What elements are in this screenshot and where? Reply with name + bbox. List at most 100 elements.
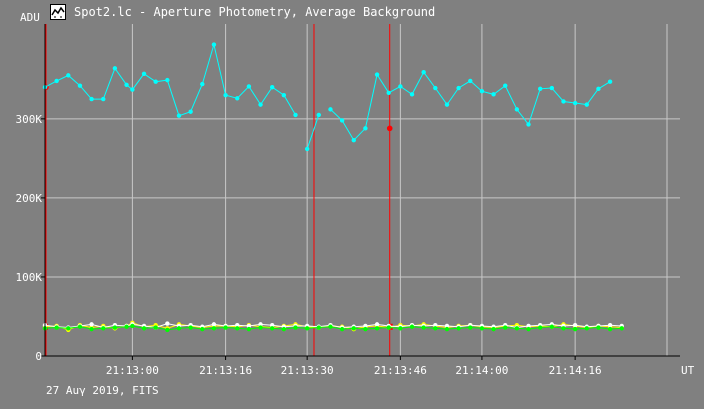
- series-green-point: [101, 326, 106, 331]
- series-cyan-point: [211, 42, 217, 47]
- series-green-point: [444, 326, 450, 332]
- series-cyan-point: [503, 83, 508, 88]
- series-green-point: [409, 324, 415, 329]
- series-white-point: [211, 322, 217, 327]
- series-green-point: [200, 326, 205, 332]
- y-tick-label: 300K: [16, 113, 43, 126]
- series-cyan-point: [176, 113, 182, 118]
- series-cyan-point: [421, 70, 426, 75]
- series-cyan-point: [398, 84, 403, 89]
- series-cyan-point: [124, 82, 129, 88]
- window-titlebar: Spot2.lc - Aperture Photometry, Average …: [50, 3, 435, 21]
- series-green-point: [421, 325, 426, 330]
- series-cyan-point: [374, 72, 380, 77]
- series-green-point: [607, 326, 613, 332]
- series-white-point: [258, 322, 263, 327]
- x-tick-label: 21:14:16: [549, 364, 602, 377]
- series-green-point: [141, 326, 147, 331]
- data-series: [42, 42, 624, 333]
- series-cyan-point: [549, 85, 555, 91]
- series-white-point: [444, 323, 450, 329]
- series-green-point: [165, 327, 170, 333]
- series-green-point: [363, 326, 368, 332]
- y-tick-label: 0: [35, 350, 42, 363]
- series-cyan-point: [363, 126, 368, 131]
- series-white-point: [607, 322, 613, 328]
- grid-lines: [45, 24, 680, 356]
- time-markers: [43, 24, 393, 356]
- series-cyan-point: [66, 73, 71, 78]
- series-green-point: [124, 324, 129, 329]
- series-green-point: [211, 326, 217, 331]
- series-cyan-point: [386, 90, 391, 95]
- lightcurve-app-icon[interactable]: [50, 4, 66, 20]
- series-cyan-point: [444, 102, 450, 107]
- series-green-point: [176, 326, 182, 331]
- marker-point: [386, 125, 393, 132]
- axes: 0 100K 200K 300K 21:13:00 21:13:16 21:13:30 21:…: [16, 24, 680, 377]
- series-green-point: [339, 326, 345, 332]
- x-axis-label: UT: [681, 364, 695, 377]
- series-cyan-point: [153, 79, 158, 84]
- series-white-point: [526, 323, 531, 329]
- series-green-point: [188, 325, 193, 330]
- series-green-point: [503, 325, 508, 330]
- series-green-point: [112, 325, 118, 330]
- series-green-point: [561, 326, 566, 331]
- series-cyan-point: [141, 71, 147, 77]
- series-white-point: [89, 322, 94, 327]
- series-white-point: [270, 322, 275, 328]
- series-cyan-point: [596, 86, 601, 92]
- series-green-point: [54, 325, 59, 330]
- series-cyan-point: [584, 102, 589, 107]
- series-cyan-point: [479, 88, 485, 94]
- series-green-point: [246, 326, 252, 332]
- series-white-point: [165, 321, 170, 326]
- series-cyan-point: [409, 92, 415, 97]
- series-white-point: [572, 322, 578, 328]
- series-green-point: [386, 325, 391, 330]
- series-green-point: [514, 326, 520, 331]
- series-green-point: [374, 326, 380, 331]
- series-cyan-point: [200, 81, 205, 87]
- date-format-label: 27 Auγ 2019, FITS: [46, 384, 159, 397]
- series-cyan-point: [433, 85, 438, 91]
- series-green-point: [270, 326, 275, 331]
- series-cyan-point: [607, 79, 613, 84]
- x-tick-label: 21:13:30: [281, 364, 334, 377]
- y-axis-label: ADU: [20, 11, 40, 24]
- series-white-point: [433, 322, 438, 328]
- series-cyan-point: [223, 92, 228, 98]
- series-cyan-point: [304, 146, 310, 152]
- series-cyan-point: [456, 85, 461, 91]
- series-green-point: [351, 326, 356, 331]
- series-green-point: [491, 326, 496, 332]
- series-cyan-point: [328, 107, 333, 112]
- series-cyan-point: [561, 99, 566, 104]
- series-cyan-point: [293, 112, 298, 118]
- series-cyan-point: [165, 77, 170, 83]
- y-tick-label: 100K: [16, 271, 43, 284]
- series-cyan-point: [491, 92, 496, 97]
- series-green-point: [433, 326, 438, 331]
- series-green-point: [89, 326, 94, 332]
- x-tick-label: 21:13:16: [199, 364, 252, 377]
- series-green-point: [258, 325, 263, 330]
- window-title: Spot2.lc - Aperture Photometry, Average …: [74, 5, 436, 19]
- series-green-point: [537, 325, 543, 330]
- series-cyan-point: [112, 66, 118, 71]
- series-cyan-point: [77, 83, 83, 88]
- series-cyan-point: [514, 107, 520, 112]
- series-green-point: [456, 326, 461, 331]
- series-cyan-point: [526, 122, 531, 127]
- series-green-point: [596, 325, 601, 330]
- series-green-point: [328, 324, 333, 329]
- series-cyan-point: [246, 84, 252, 89]
- series-cyan-point: [54, 78, 59, 84]
- series-green-point: [526, 326, 531, 332]
- series-cyan-point: [130, 87, 135, 92]
- series-cyan-point: [468, 78, 473, 84]
- series-cyan-point: [235, 96, 240, 101]
- series-green-point: [235, 326, 240, 331]
